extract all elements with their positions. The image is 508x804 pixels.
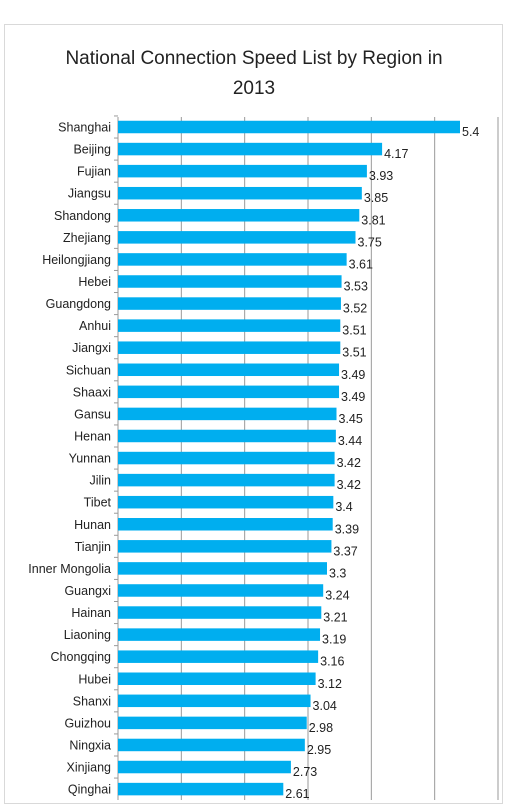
bar [118, 473, 335, 487]
y-tick-label: Henan [74, 429, 111, 443]
data-label: 3.49 [341, 390, 365, 404]
y-tick-label: Qinghai [68, 783, 111, 797]
data-label: 2.95 [307, 743, 331, 757]
bar [118, 716, 307, 730]
bar [118, 451, 335, 465]
y-tick-label: Shandong [54, 209, 111, 223]
y-tick-label: Liaoning [64, 628, 111, 642]
y-tick-label: Shaaxi [73, 385, 111, 399]
data-label: 3.42 [337, 478, 361, 492]
data-label: 2.73 [293, 765, 317, 779]
data-label: 3.3 [329, 566, 346, 580]
bar [118, 120, 460, 134]
data-label: 3.61 [349, 257, 373, 271]
bar [118, 142, 383, 156]
data-label: 3.45 [339, 412, 363, 426]
data-label: 3.85 [364, 191, 388, 205]
y-tick-label: Heilongjiang [42, 253, 111, 267]
data-label: 3.24 [325, 588, 349, 602]
bar [118, 628, 321, 641]
y-tick-label: Guangxi [64, 584, 111, 598]
y-tick-label: Hunan [74, 518, 111, 532]
data-label: 3.39 [335, 522, 359, 536]
chart-title-line-1: National Connection Speed List by Region… [65, 48, 443, 69]
bar [118, 275, 342, 288]
chart-title: National Connection Speed List by Region… [0, 44, 508, 104]
y-tick-label: Shanghai [58, 121, 111, 135]
y-tick-label: Anhui [79, 319, 111, 333]
bar [118, 540, 332, 553]
y-tick-label: Inner Mongolia [28, 562, 111, 576]
bar [118, 562, 327, 575]
bar [118, 253, 347, 266]
y-tick-label: Sichuan [66, 363, 111, 377]
bar [118, 606, 322, 619]
data-label: 3.04 [313, 699, 337, 713]
bar [118, 495, 334, 509]
bar [118, 782, 284, 796]
data-label: 3.16 [320, 655, 344, 669]
bar [118, 164, 367, 178]
data-label: 3.51 [342, 346, 366, 360]
data-label: 3.51 [342, 324, 366, 338]
y-tick-label: Gansu [74, 407, 111, 421]
bar [118, 231, 356, 244]
data-label: 3.12 [318, 677, 342, 691]
data-label: 2.61 [285, 787, 309, 801]
bar [118, 363, 340, 377]
bar [118, 341, 341, 354]
data-label: 3.44 [338, 434, 362, 448]
bar [118, 297, 341, 310]
y-tick-label: Xinjiang [67, 761, 112, 775]
y-tick-label: Tianjin [75, 540, 111, 554]
data-label: 3.19 [322, 633, 346, 647]
bar [118, 319, 341, 332]
data-label: 2.98 [309, 721, 333, 735]
bar [118, 584, 324, 597]
data-label: 3.52 [343, 302, 367, 316]
bar [118, 760, 291, 774]
y-tick-label: Hubei [78, 672, 111, 686]
y-tick-label: Tibet [84, 496, 112, 510]
y-tick-label: Hebei [78, 275, 111, 289]
bar [118, 429, 336, 443]
chart-title-line-2: 2013 [232, 78, 276, 99]
y-tick-label: Jiangsu [68, 187, 111, 201]
data-label: 3.37 [333, 544, 357, 558]
y-tick-label: Guizhou [64, 716, 111, 730]
y-tick-label: Shanxi [73, 694, 111, 708]
data-label: 3.81 [361, 213, 385, 227]
y-tick-label: Fujian [77, 165, 111, 179]
y-tick-label: Ningxia [69, 738, 111, 752]
data-label: 3.49 [341, 368, 365, 382]
data-label: 3.42 [337, 456, 361, 470]
y-tick-label: Yunnan [69, 452, 111, 466]
bar [118, 518, 333, 531]
data-label: 3.53 [344, 279, 368, 293]
bar [118, 694, 311, 708]
bar [118, 650, 319, 663]
bar [118, 209, 360, 222]
y-tick-label: Zhejiang [63, 231, 111, 245]
bar [118, 672, 316, 685]
bar [118, 738, 305, 752]
data-label: 4.17 [384, 147, 408, 161]
data-label: 3.75 [358, 235, 382, 249]
data-label: 5.4 [462, 125, 479, 139]
bar [118, 186, 362, 200]
y-tick-label: Jiangxi [72, 341, 111, 355]
y-tick-label: Guangdong [46, 297, 111, 311]
data-label: 3.21 [323, 611, 347, 625]
y-tick-label: Beijing [73, 143, 111, 157]
bar [118, 407, 337, 421]
y-tick-label: Chongqing [51, 650, 112, 664]
bar [118, 385, 340, 399]
y-tick-label: Jilin [89, 474, 111, 488]
data-label: 3.4 [335, 500, 352, 514]
y-tick-label: Hainan [71, 606, 111, 620]
data-label: 3.93 [369, 169, 393, 183]
